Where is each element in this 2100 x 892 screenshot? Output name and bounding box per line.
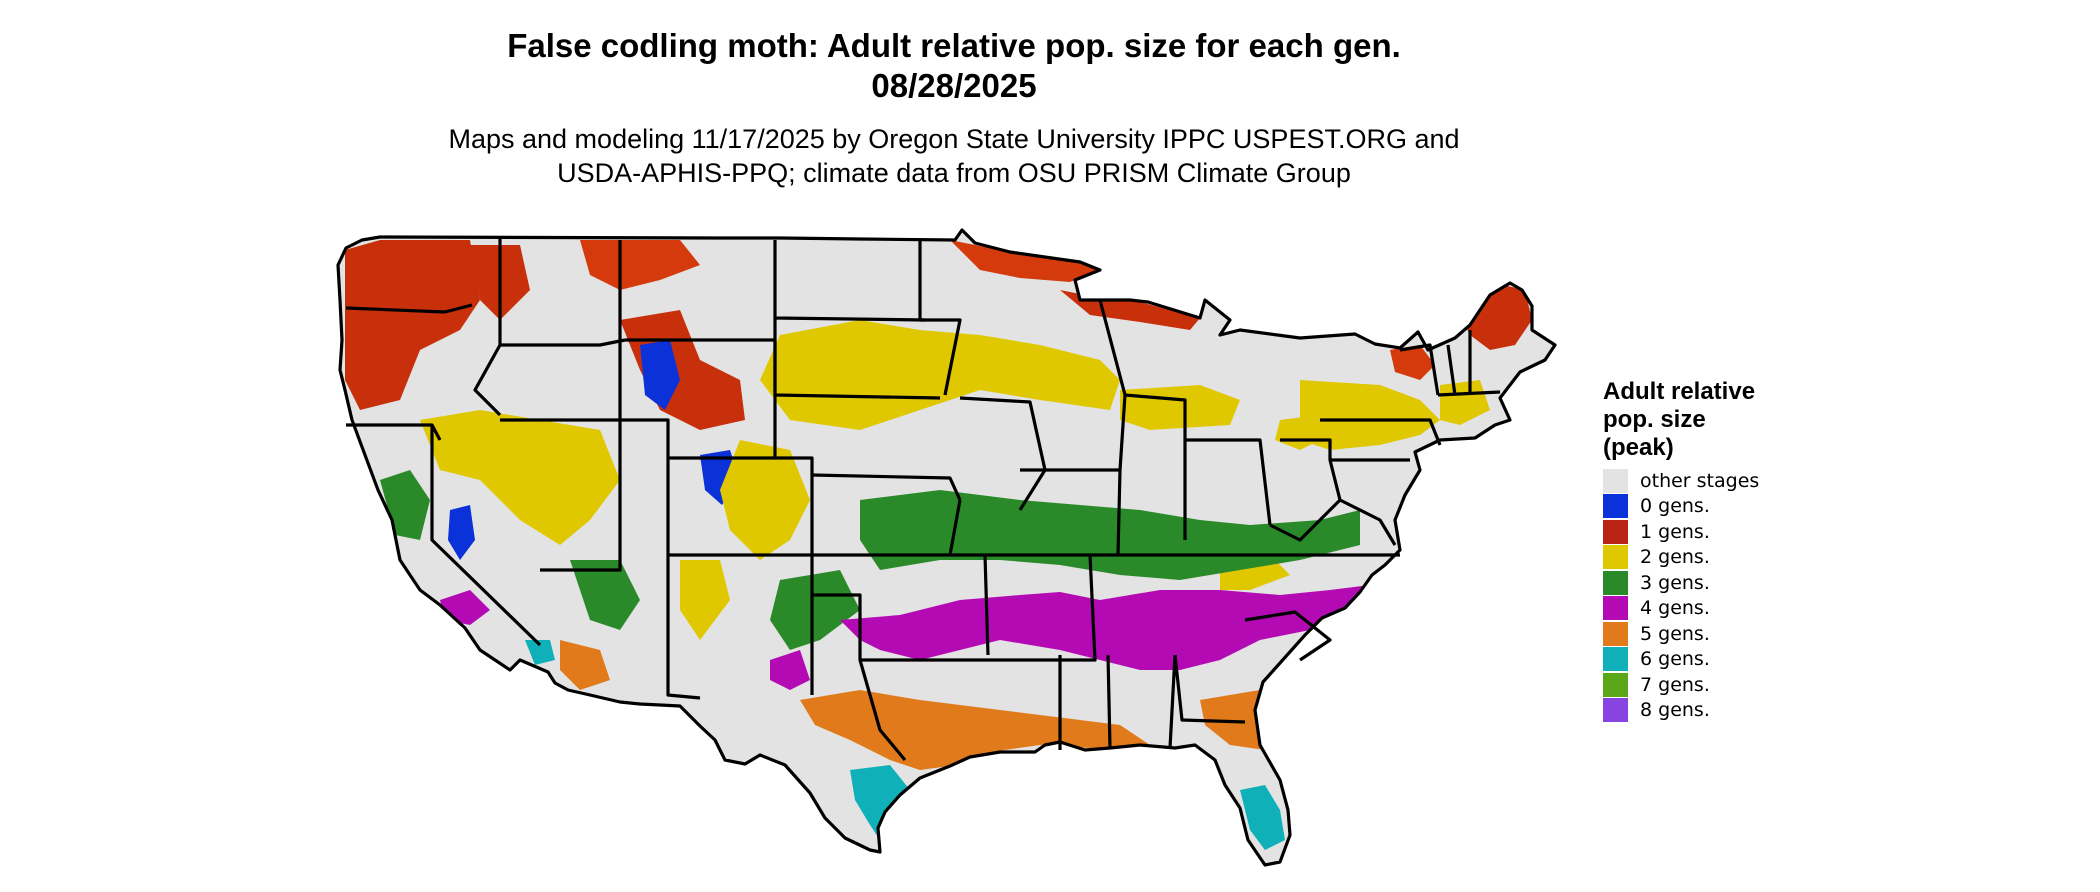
legend-label: 0 gens. (1640, 495, 1710, 518)
credits-line-1: Maps and modeling 11/17/2025 by Oregon S… (448, 124, 1460, 154)
legend-item: 2 gens. (1603, 545, 1903, 571)
legend-label: 7 gens. (1640, 673, 1710, 696)
legend-label: 4 gens. (1640, 597, 1710, 620)
legend-swatch (1603, 647, 1628, 672)
legend-label: 2 gens. (1640, 546, 1710, 569)
legend-item: 3 gens. (1603, 570, 1903, 596)
legend-item: 4 gens. (1603, 596, 1903, 622)
legend-swatch (1603, 698, 1628, 723)
legend-swatch (1603, 494, 1628, 519)
legend-item: 6 gens. (1603, 647, 1903, 673)
legend-title-line: pop. size (1603, 406, 1706, 433)
legend-item: 0 gens. (1603, 494, 1903, 520)
legend-swatch (1603, 545, 1628, 570)
legend-label: 5 gens. (1640, 622, 1710, 645)
legend-label: 6 gens. (1640, 648, 1710, 671)
legend-swatch (1603, 596, 1628, 621)
legend-swatch (1603, 519, 1628, 544)
legend-label: 1 gens. (1640, 520, 1710, 543)
map-date: 08/28/2025 (871, 67, 1037, 104)
legend-item: 7 gens. (1603, 672, 1903, 698)
credits-line-2: USDA-APHIS-PPQ; climate data from OSU PR… (557, 158, 1351, 188)
legend-title: Adult relative pop. size (peak) (1603, 378, 1903, 462)
legend-title-line: (peak) (1603, 434, 1674, 461)
map-title: False codling moth: Adult relative pop. … (507, 27, 1401, 64)
legend-item: 8 gens. (1603, 698, 1903, 724)
legend-label: 3 gens. (1640, 571, 1710, 594)
legend: Adult relative pop. size (peak) other st… (1603, 378, 1903, 723)
us-map (336, 228, 1557, 867)
legend-item: 1 gens. (1603, 519, 1903, 545)
legend-swatch (1603, 621, 1628, 646)
legend-swatch (1603, 570, 1628, 595)
legend-title-line: Adult relative (1603, 378, 1756, 405)
legend-label: 8 gens. (1640, 699, 1710, 722)
legend-item: 5 gens. (1603, 621, 1903, 647)
legend-swatch (1603, 672, 1628, 697)
legend-label: other stages (1640, 469, 1760, 492)
legend-items: other stages 0 gens. 1 gens. 2 gens. 3 gens.… (1603, 468, 1903, 723)
legend-item: other stages (1603, 468, 1903, 494)
legend-swatch (1603, 468, 1628, 493)
